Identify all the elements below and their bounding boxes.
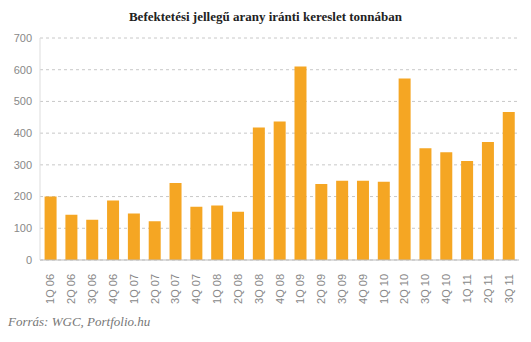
svg-text:1Q 06: 1Q 06	[44, 274, 56, 304]
svg-text:4Q 08: 4Q 08	[274, 274, 286, 304]
svg-text:1Q 08: 1Q 08	[211, 274, 223, 304]
svg-text:100: 100	[14, 222, 32, 234]
html-text:Forrás: WGC, Portfolio.hu: Forrás: WGC, Portfolio.hu	[8, 314, 151, 329]
svg-text:400: 400	[14, 127, 32, 139]
svg-text:2Q 11: 2Q 11	[482, 274, 494, 303]
svg-text:2Q 08: 2Q 08	[232, 274, 244, 304]
svg-text:4Q 10: 4Q 10	[440, 274, 452, 304]
svg-text:4Q 07: 4Q 07	[190, 274, 202, 304]
svg-text:300: 300	[14, 159, 32, 171]
svg-text:1Q 11: 1Q 11	[461, 274, 473, 303]
html-text:Befektetési jellegű arany irán: Befektetési jellegű arany iránti keresle…	[129, 9, 402, 24]
svg-text:700: 700	[14, 32, 32, 44]
svg-text:3Q 06: 3Q 06	[86, 274, 98, 304]
svg-text:2Q 10: 2Q 10	[398, 274, 410, 304]
svg-text:4Q 09: 4Q 09	[357, 274, 369, 304]
svg-text:1Q 09: 1Q 09	[294, 274, 306, 304]
svg-text:2Q 07: 2Q 07	[149, 274, 161, 304]
svg-text:1Q 10: 1Q 10	[378, 274, 390, 304]
svg-text:3Q 11: 3Q 11	[503, 274, 515, 303]
svg-text:3Q 09: 3Q 09	[336, 274, 348, 304]
svg-text:600: 600	[14, 64, 32, 76]
svg-text:3Q 08: 3Q 08	[253, 274, 265, 304]
svg-text:4Q 06: 4Q 06	[107, 274, 119, 304]
svg-text:2Q 06: 2Q 06	[65, 274, 77, 304]
svg-text:0: 0	[26, 254, 32, 266]
svg-text:200: 200	[14, 190, 32, 202]
svg-text:2Q 09: 2Q 09	[315, 274, 327, 304]
svg-text:3Q 10: 3Q 10	[419, 274, 431, 304]
svg-text:500: 500	[14, 95, 32, 107]
svg-text:3Q 07: 3Q 07	[169, 274, 181, 304]
svg-text:1Q 07: 1Q 07	[128, 274, 140, 304]
